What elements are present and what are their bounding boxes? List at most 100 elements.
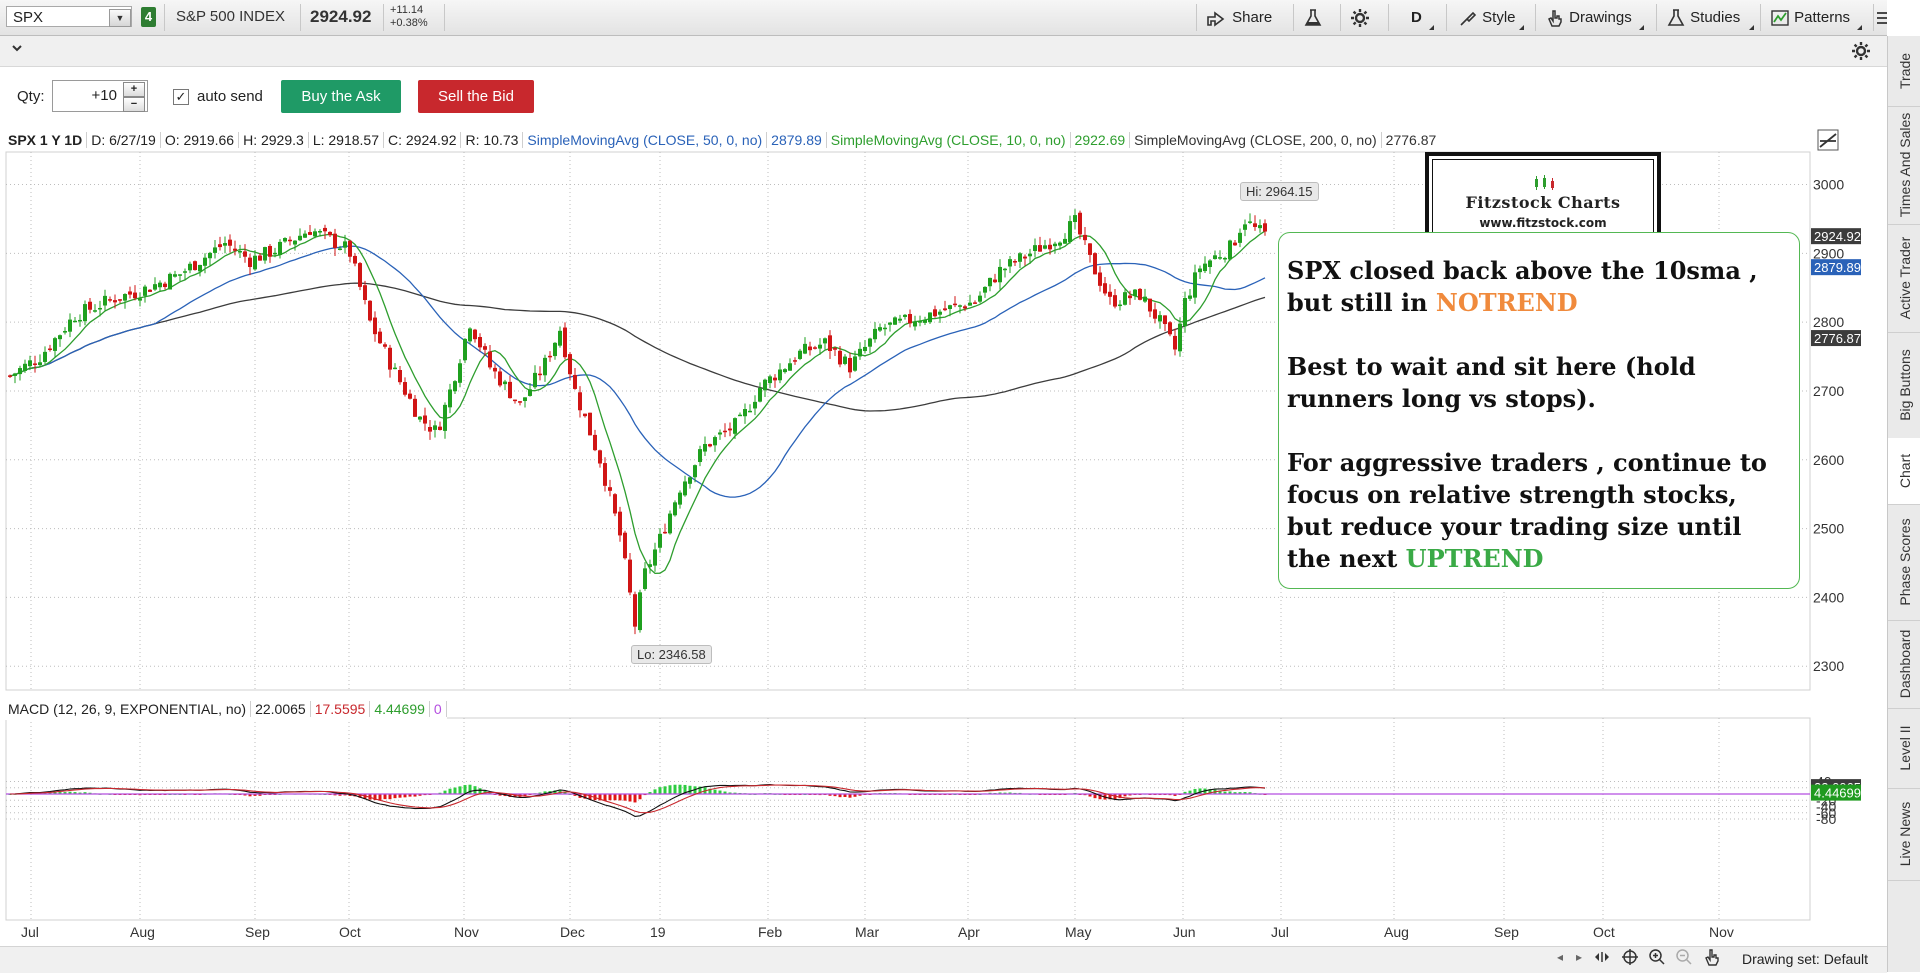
patterns-button[interactable]: Patterns bbox=[1770, 5, 1863, 30]
candle-body bbox=[1158, 315, 1162, 322]
studies-button[interactable]: Studies bbox=[1666, 5, 1755, 30]
time-tick-label: Sep bbox=[245, 924, 270, 940]
link-group-badge[interactable]: 4 bbox=[141, 7, 156, 27]
sma200-label[interactable]: SimpleMovingAvg (CLOSE, 200, 0, no) bbox=[1130, 132, 1382, 148]
side-tab-level-ii[interactable]: Level II bbox=[1888, 708, 1920, 789]
expand-time-button[interactable] bbox=[1593, 948, 1611, 971]
side-tab-active-trader[interactable]: Active Trader bbox=[1888, 224, 1920, 333]
macd-histogram-bar bbox=[663, 786, 667, 794]
candle-body bbox=[393, 367, 397, 370]
macd-histogram-bar bbox=[1088, 794, 1092, 797]
candle-body bbox=[718, 432, 722, 435]
side-tab-label: Dashboard bbox=[1896, 629, 1913, 699]
candle-body bbox=[728, 428, 732, 431]
candle-body bbox=[338, 248, 342, 251]
price-tick-label: 2900 bbox=[1813, 245, 1844, 261]
candle-body bbox=[303, 233, 307, 238]
macd-diff-tag: 4.44699 bbox=[1814, 786, 1861, 801]
candle-body bbox=[703, 444, 707, 452]
candle-body bbox=[1023, 256, 1027, 259]
candle-body bbox=[213, 247, 217, 253]
side-tab-big-buttons[interactable]: Big Buttons bbox=[1888, 332, 1920, 439]
sell-the-bid-button[interactable]: Sell the Bid bbox=[418, 80, 534, 113]
scroll-right-button[interactable]: ▸ bbox=[1576, 950, 1583, 964]
qty-increment-button[interactable]: + bbox=[123, 82, 145, 97]
pan-button[interactable] bbox=[1703, 947, 1721, 972]
buy-the-ask-button[interactable]: Buy the Ask bbox=[281, 80, 401, 113]
chart-style-button[interactable] bbox=[1816, 128, 1840, 157]
candle-body bbox=[323, 227, 327, 232]
share-button[interactable]: Share bbox=[1206, 5, 1272, 30]
macd-histogram-bar bbox=[408, 794, 412, 797]
candle-body bbox=[293, 240, 297, 245]
side-tabs: Trade Times And Sales Active Trader Big But… bbox=[1887, 36, 1920, 972]
macd-histogram-bar bbox=[83, 792, 87, 794]
candle-body bbox=[973, 302, 977, 304]
candle-body bbox=[438, 426, 442, 431]
qty-decrement-button[interactable]: − bbox=[123, 97, 145, 112]
macd-label[interactable]: MACD (12, 26, 9, EXPONENTIAL, no) bbox=[4, 701, 252, 717]
aggregation-button[interactable]: D bbox=[1411, 5, 1434, 30]
toolbar-divider bbox=[164, 4, 165, 31]
side-tab-label: Times And Sales bbox=[1896, 112, 1913, 218]
zoom-out-button[interactable] bbox=[1675, 948, 1693, 971]
candle-body bbox=[1193, 272, 1197, 298]
candle-body bbox=[118, 299, 122, 301]
time-tick-label: Oct bbox=[1593, 924, 1615, 940]
sma50-label[interactable]: SimpleMovingAvg (CLOSE, 50, 0, no) bbox=[523, 132, 768, 148]
symbol-input[interactable]: SPX bbox=[6, 6, 132, 27]
candle-body bbox=[1253, 223, 1257, 227]
bar-low: L: 2918.57 bbox=[308, 132, 384, 148]
candle-body bbox=[153, 284, 157, 290]
candle-body bbox=[828, 335, 832, 352]
patterns-icon bbox=[1771, 10, 1789, 26]
candle-body bbox=[273, 252, 277, 255]
macd-histogram-bar bbox=[453, 787, 457, 794]
candle-body bbox=[878, 327, 882, 331]
side-tab-chart[interactable]: Chart bbox=[1888, 438, 1920, 505]
candle-body bbox=[733, 418, 737, 434]
time-tick-label: Jul bbox=[21, 924, 39, 940]
candle-body bbox=[533, 372, 537, 388]
side-tab-label: Active Trader bbox=[1896, 236, 1913, 320]
crosshair-button[interactable] bbox=[1621, 948, 1639, 971]
side-tab-times-and-sales[interactable]: Times And Sales bbox=[1888, 106, 1920, 225]
side-tab-phase-scores[interactable]: Phase Scores bbox=[1888, 504, 1920, 621]
autosend-checkbox[interactable]: ✓ bbox=[173, 89, 189, 105]
side-tab-live-news[interactable]: Live News bbox=[1888, 788, 1920, 881]
symbol-dropdown-button[interactable]: ▼ bbox=[109, 9, 131, 27]
candle-body bbox=[218, 244, 222, 248]
candle-body bbox=[1153, 309, 1157, 319]
sma10-label[interactable]: SimpleMovingAvg (CLOSE, 10, 0, no) bbox=[826, 132, 1071, 148]
order-settings-button[interactable] bbox=[1851, 41, 1871, 66]
zoom-in-button[interactable] bbox=[1648, 948, 1666, 971]
drawings-label: Drawings bbox=[1569, 9, 1632, 26]
drawings-button[interactable]: Drawings bbox=[1545, 5, 1644, 30]
scroll-left-button[interactable]: ◂ bbox=[1557, 950, 1564, 964]
collapse-button[interactable] bbox=[10, 41, 24, 60]
candle-body bbox=[8, 375, 12, 377]
settings-button[interactable] bbox=[1350, 5, 1370, 30]
candle-body bbox=[443, 404, 447, 431]
side-tab-trade[interactable]: Trade bbox=[1888, 36, 1920, 107]
candle-body bbox=[923, 319, 927, 323]
candle-body bbox=[1008, 259, 1012, 267]
drawing-set-selector[interactable]: Drawing set: Default bbox=[1742, 951, 1869, 967]
candle-body bbox=[1228, 240, 1232, 260]
menu-button[interactable] bbox=[1876, 5, 1888, 30]
macd-histogram-bar bbox=[1193, 788, 1197, 794]
macd-histogram-bar bbox=[698, 786, 702, 794]
flask-button[interactable] bbox=[1303, 5, 1323, 30]
time-tick-label: May bbox=[1065, 924, 1091, 940]
candle-body bbox=[693, 465, 697, 478]
macd-histogram-bar bbox=[678, 784, 682, 794]
candle-body bbox=[1248, 221, 1252, 223]
last-price: 2924.92 bbox=[310, 7, 372, 26]
side-tab-dashboard[interactable]: Dashboard bbox=[1888, 620, 1920, 709]
candle-body bbox=[698, 449, 702, 463]
macd-histogram-bar bbox=[648, 792, 652, 794]
candle-body bbox=[373, 317, 377, 335]
candle-body bbox=[663, 531, 667, 534]
style-button[interactable]: Style bbox=[1458, 5, 1524, 30]
candle-body bbox=[193, 261, 197, 271]
